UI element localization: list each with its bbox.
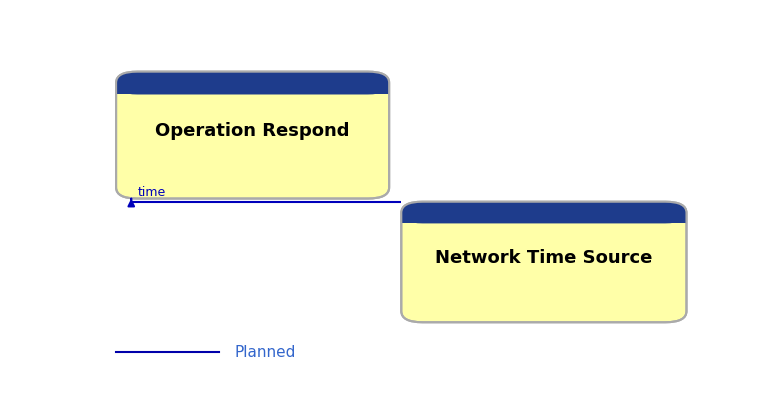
FancyBboxPatch shape xyxy=(402,202,687,223)
FancyBboxPatch shape xyxy=(116,72,389,199)
FancyBboxPatch shape xyxy=(402,202,687,322)
Text: Planned: Planned xyxy=(234,345,296,360)
Text: Operation Respond: Operation Respond xyxy=(155,122,350,140)
FancyBboxPatch shape xyxy=(116,72,389,94)
Bar xyxy=(402,213,687,223)
Text: Network Time Source: Network Time Source xyxy=(435,249,652,267)
Bar xyxy=(116,83,389,94)
Text: time: time xyxy=(137,185,165,199)
